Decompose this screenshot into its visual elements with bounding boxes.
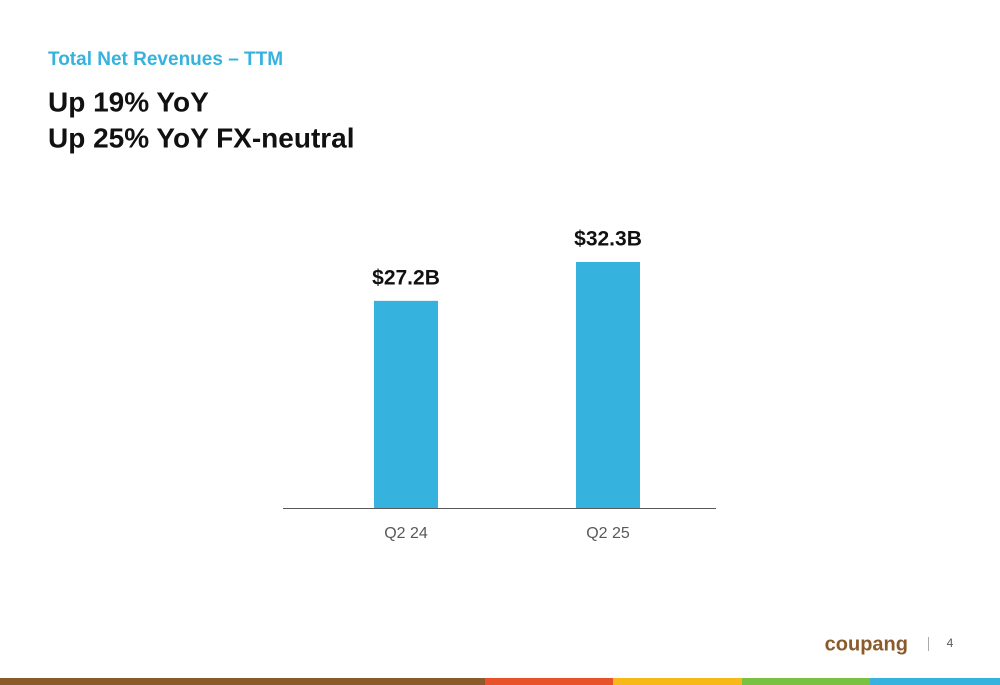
slide-title-line: Up 19% YoY (48, 86, 209, 117)
bar (374, 300, 438, 508)
bar (576, 262, 640, 508)
stripe (0, 678, 485, 685)
data-label: $27.2B (372, 266, 440, 289)
x-tick-label: Q2 24 (384, 525, 428, 542)
slide-title-line: Up 25% YoY FX-neutral (48, 122, 355, 153)
stripe (870, 678, 1000, 685)
stripe (613, 678, 742, 685)
footer-stripe (0, 678, 1000, 685)
stripe (742, 678, 870, 685)
x-tick-label: Q2 25 (586, 525, 630, 542)
slide-subtitle: Total Net Revenues – TTM (48, 49, 283, 70)
data-label: $32.3B (574, 228, 642, 251)
stripe (485, 678, 613, 685)
page-number: 4 (947, 636, 954, 650)
logo: coupang (825, 633, 908, 655)
